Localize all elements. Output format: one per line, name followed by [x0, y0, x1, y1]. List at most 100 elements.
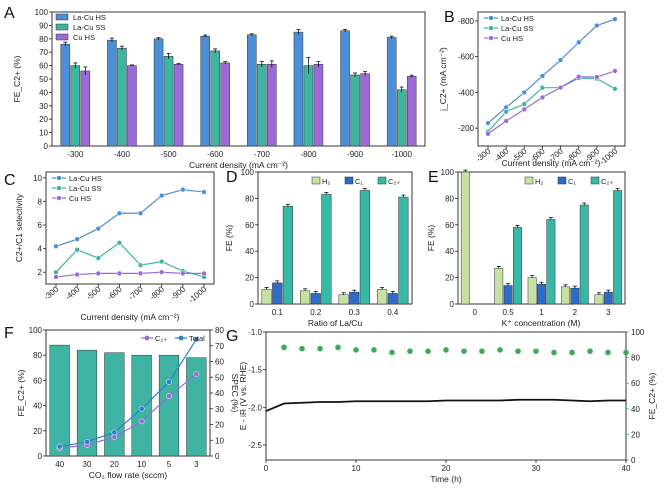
bar-d-series-1 — [349, 291, 360, 305]
panel-a-ytick-label: 90 — [39, 21, 48, 30]
panel-g-xtick-label: 20 — [442, 464, 451, 473]
bar-e-series-0 — [594, 294, 604, 305]
bar-e-series-2 — [579, 204, 589, 305]
point-f-series-0 — [166, 393, 172, 399]
panel-label-c: C — [4, 172, 16, 189]
point-g-fe — [299, 345, 305, 352]
point-c-series-0 — [74, 236, 80, 242]
line-b-series-0 — [487, 18, 616, 124]
panel-e-ylabel: FE (%) — [426, 225, 436, 252]
legend-c-swatch-dot — [56, 195, 62, 201]
bar-a-cuhs — [360, 73, 370, 147]
point-g-fe — [569, 349, 575, 356]
bar-e-series-2 — [513, 227, 522, 305]
panel-f-ytick-right-label: 60 — [215, 358, 224, 367]
legend-d-swatch — [377, 176, 387, 185]
point-f-series-0 — [193, 371, 200, 377]
panel-b-ylabel: j_C2+ (mA cm⁻²) — [438, 47, 448, 112]
panel-c-xtick-label: -700 — [127, 284, 145, 302]
point-g-fe — [389, 349, 395, 356]
point-g-fe — [533, 348, 539, 355]
point-c-series-2 — [159, 269, 165, 275]
legend-c-swatch-dot — [56, 185, 62, 191]
panel-c-ytick-label: 6 — [38, 221, 43, 230]
panel-f-ytick-label: 40 — [33, 402, 42, 411]
panel-c-ytick-label: 8 — [38, 197, 43, 206]
panel-a-xtick-label: -700 — [254, 150, 271, 159]
panel-g-ytick-right-label: 100 — [631, 328, 645, 337]
panel-f-ylabel: FE_C2+ (%) — [16, 369, 26, 416]
bar-a-lacuss — [303, 65, 314, 147]
legend-d-swatch — [311, 176, 321, 185]
bar-a-lacuss — [210, 50, 220, 147]
panel-g-ytick-label: -2.0 — [248, 403, 262, 412]
panel-d-xtick-label: 0.2 — [310, 308, 322, 317]
legend-a-label: La-Cu HS — [73, 13, 106, 22]
bar-a-cuhs — [80, 70, 91, 147]
bar-d-series-2 — [398, 196, 409, 305]
point-g-fe — [587, 348, 593, 355]
panel-f-xtick-label: 30 — [83, 460, 92, 469]
point-c-series-0 — [201, 189, 207, 195]
legend-e-label: C₂₊ — [601, 177, 613, 186]
panel-b-ytick-label: -200 — [458, 124, 475, 133]
panel-f-ytick-right-label: 10 — [215, 436, 224, 445]
bar-d-series-2 — [359, 190, 370, 305]
legend-f-label: C₂₊ — [155, 334, 167, 343]
point-g-fe — [479, 348, 485, 355]
panel-label-g: G — [226, 328, 238, 345]
panel-c-ylabel: C2+/C1 selectivity — [14, 193, 24, 262]
legend-c-label: La-Cu HS — [69, 174, 102, 183]
point-g-fe — [425, 348, 431, 355]
bar-d-series-2 — [321, 194, 332, 305]
point-f-series-1 — [84, 438, 90, 445]
point-g-fe — [443, 347, 449, 353]
legend-c-label: Cu HS — [69, 194, 91, 203]
legend-b-swatch-dot — [488, 25, 494, 31]
bar-e-series-1 — [537, 283, 546, 305]
panel-a-ytick-label: 80 — [39, 35, 48, 44]
panel-e-xtick-label: 1 — [539, 308, 544, 317]
bar-d-series-0 — [338, 294, 349, 305]
bar-a-lacuhs — [200, 35, 210, 147]
point-c-series-2 — [137, 270, 144, 277]
panel-d-ytick-label: 0 — [250, 300, 255, 309]
bar-d-series-0 — [300, 290, 311, 305]
bar-f-fe — [76, 349, 98, 457]
panel-f-ytick-right-label: 0 — [215, 452, 220, 461]
bar-a-lacuss — [257, 64, 267, 147]
panel-g-ytick-label: -1.5 — [248, 366, 262, 375]
panel-f-ytick-right-label: 20 — [215, 421, 224, 430]
point-b-series-1 — [521, 101, 527, 107]
panel-e-xlabel: K⁺ concentration (M) — [502, 318, 581, 328]
point-b-series-2 — [503, 118, 509, 124]
bar-a-cuhs — [173, 64, 184, 147]
point-b-series-2 — [557, 84, 564, 91]
point-c-series-1 — [74, 247, 80, 253]
point-c-series-2 — [74, 271, 80, 278]
panel-e-ytick-label: 20 — [445, 274, 454, 283]
point-c-series-0 — [180, 187, 186, 193]
panel-label-f: F — [4, 325, 14, 342]
bar-a-cuhs — [220, 62, 230, 147]
bar-d-series-0 — [377, 289, 388, 305]
bar-e-series-2 — [613, 190, 623, 305]
bar-f-fe — [186, 357, 207, 457]
line-c-series-2 — [55, 271, 204, 278]
legend-d-label: C₁ — [355, 177, 363, 186]
point-g-fe — [335, 344, 341, 351]
point-b-series-2 — [521, 106, 527, 113]
panel-e-ytick-label: 100 — [441, 168, 455, 177]
bar-a-lacuss — [163, 55, 174, 147]
bar-a-lacuhs — [247, 34, 257, 147]
panel-b-ytick-label: -600 — [458, 53, 475, 62]
panel-d-ytick-label: 60 — [245, 221, 254, 230]
panel-g-xlabel: Time (h) — [430, 474, 461, 484]
bar-a-lacuss — [70, 65, 81, 147]
point-f-series-1 — [166, 379, 172, 385]
panel-label-d: D — [226, 169, 238, 186]
line-b-series-2 — [487, 70, 616, 135]
legend-f-swatch-dot — [144, 335, 150, 341]
panel-f-xtick-label: 5 — [167, 460, 172, 469]
panel-a-ylabel: FE_C2+ (%) — [12, 55, 22, 102]
